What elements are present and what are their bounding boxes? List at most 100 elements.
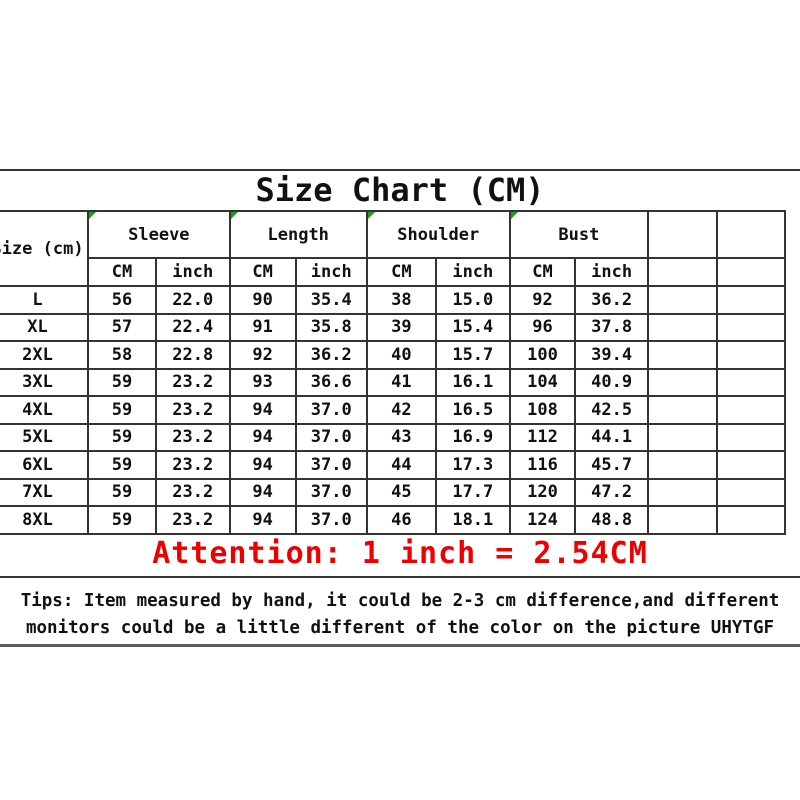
value-cell: 39.4 [574, 340, 650, 370]
group-header-row: Size (cm) Sleeve Length Shoulder Bust [0, 210, 787, 287]
attention-banner: Attention: 1 inch = 2.54CM [0, 531, 800, 578]
empty-header-cell [647, 210, 718, 259]
empty-cell [647, 395, 718, 425]
value-cell: 47.2 [574, 477, 650, 507]
value-cell: 45 [365, 477, 437, 507]
value-cell: 59 [87, 450, 157, 480]
corner-marker-icon [511, 213, 518, 219]
value-cell: 59 [87, 367, 157, 397]
empty-header-cell [715, 210, 787, 259]
value-cell: 43 [365, 422, 437, 452]
value-cell: 59 [87, 395, 157, 425]
size-cell: 4XL [0, 395, 90, 425]
value-cell: 22.8 [154, 340, 231, 370]
size-cell: 7XL [0, 477, 90, 507]
value-cell: 91 [228, 312, 297, 342]
unit-header-length-cm: CM [228, 257, 297, 287]
unit-header-sleeve-inch: inch [154, 257, 231, 287]
size-cell: XL [0, 312, 90, 342]
size-table: Size (cm) Sleeve Length Shoulder Bust CM… [0, 210, 787, 535]
size-cell: 6XL [0, 450, 90, 480]
group-header-label: Shoulder [397, 224, 480, 245]
table-row: 7XL 59 23.2 94 37.0 45 17.7 120 47.2 [0, 477, 787, 507]
empty-cell [647, 367, 718, 397]
value-cell: 39 [365, 312, 437, 342]
value-cell: 15.0 [434, 285, 511, 315]
group-header-label: Bust [558, 224, 600, 245]
value-cell: 37.0 [294, 477, 368, 507]
table-row: 3XL 59 23.2 93 36.6 41 16.1 104 40.9 [0, 367, 787, 397]
size-table-body: L 56 22.0 90 35.4 38 15.0 92 36.2 XL 57 … [0, 285, 787, 535]
value-cell: 94 [228, 395, 297, 425]
corner-marker-icon [90, 213, 97, 219]
group-header-shoulder: Shoulder [365, 210, 511, 259]
value-cell: 112 [508, 422, 577, 452]
empty-cell [647, 450, 718, 480]
table-row: 6XL 59 23.2 94 37.0 44 17.3 116 45.7 [0, 450, 787, 480]
value-cell: 59 [87, 422, 157, 452]
value-cell: 44 [365, 450, 437, 480]
size-cell: 2XL [0, 340, 90, 370]
value-cell: 18.1 [434, 505, 511, 535]
value-cell: 37.0 [294, 450, 368, 480]
value-cell: 59 [87, 477, 157, 507]
value-cell: 42.5 [574, 395, 650, 425]
empty-cell [715, 312, 787, 342]
value-cell: 37.0 [294, 395, 368, 425]
value-cell: 59 [87, 505, 157, 535]
value-cell: 108 [508, 395, 577, 425]
value-cell: 90 [228, 285, 297, 315]
table-row: L 56 22.0 90 35.4 38 15.0 92 36.2 [0, 285, 787, 315]
empty-cell [715, 505, 787, 535]
tips-line-2: monitors could be a little different of … [25, 618, 775, 638]
value-cell: 16.1 [434, 367, 511, 397]
empty-cell [647, 477, 718, 507]
group-header-sleeve: Sleeve [87, 210, 231, 259]
value-cell: 23.2 [154, 477, 231, 507]
value-cell: 17.3 [434, 450, 511, 480]
size-cell: L [0, 285, 90, 315]
value-cell: 93 [228, 367, 297, 397]
value-cell: 120 [508, 477, 577, 507]
value-cell: 96 [508, 312, 577, 342]
value-cell: 23.2 [154, 450, 231, 480]
unit-header-shoulder-inch: inch [434, 257, 511, 287]
unit-header-row: CM inch CM inch CM inch CM inch [0, 257, 787, 287]
group-header-length: Length [228, 210, 368, 259]
size-cell: 8XL [0, 505, 90, 535]
value-cell: 22.4 [154, 312, 231, 342]
value-cell: 37.8 [574, 312, 650, 342]
value-cell: 41 [365, 367, 437, 397]
unit-header-shoulder-cm: CM [365, 257, 437, 287]
empty-header-cell [647, 257, 718, 287]
size-cell: 5XL [0, 422, 90, 452]
value-cell: 37.0 [294, 505, 368, 535]
value-cell: 100 [508, 340, 577, 370]
value-cell: 48.8 [574, 505, 650, 535]
empty-cell [715, 422, 787, 452]
value-cell: 38 [365, 285, 437, 315]
value-cell: 92 [228, 340, 297, 370]
unit-header-length-inch: inch [294, 257, 368, 287]
unit-header-bust-cm: CM [508, 257, 577, 287]
empty-cell [647, 312, 718, 342]
value-cell: 44.1 [574, 422, 650, 452]
value-cell: 15.7 [434, 340, 511, 370]
empty-cell [715, 395, 787, 425]
table-row: 8XL 59 23.2 94 37.0 46 18.1 124 48.8 [0, 505, 787, 535]
value-cell: 23.2 [154, 505, 231, 535]
group-header-label: Length [267, 224, 329, 245]
value-cell: 94 [228, 450, 297, 480]
corner-marker-icon [231, 213, 238, 219]
group-header-bust: Bust [508, 210, 650, 259]
value-cell: 36.2 [574, 285, 650, 315]
value-cell: 40.9 [574, 367, 650, 397]
value-cell: 57 [87, 312, 157, 342]
unit-header-bust-inch: inch [574, 257, 650, 287]
empty-cell [715, 340, 787, 370]
empty-cell [715, 367, 787, 397]
value-cell: 104 [508, 367, 577, 397]
empty-cell [647, 422, 718, 452]
value-cell: 92 [508, 285, 577, 315]
